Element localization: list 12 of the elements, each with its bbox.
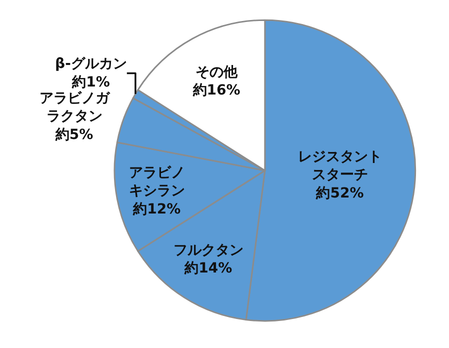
data-label: 約14%	[184, 260, 232, 277]
slice-label: β-グルカン	[55, 56, 127, 72]
data-label: 約16%	[192, 82, 240, 99]
slice-label: その他	[196, 64, 239, 80]
slice-label: アラビノキシラン	[128, 164, 185, 200]
slice-label: アラビノガラクタン	[39, 90, 110, 125]
slice-label: フルクタン	[173, 242, 244, 258]
data-label: 約52%	[315, 185, 364, 202]
data-label: 約5%	[54, 126, 94, 143]
data-label: 約1%	[71, 74, 110, 90]
data-label: 約12%	[132, 201, 181, 218]
slice-label: レジスタントスターチ	[298, 149, 382, 184]
